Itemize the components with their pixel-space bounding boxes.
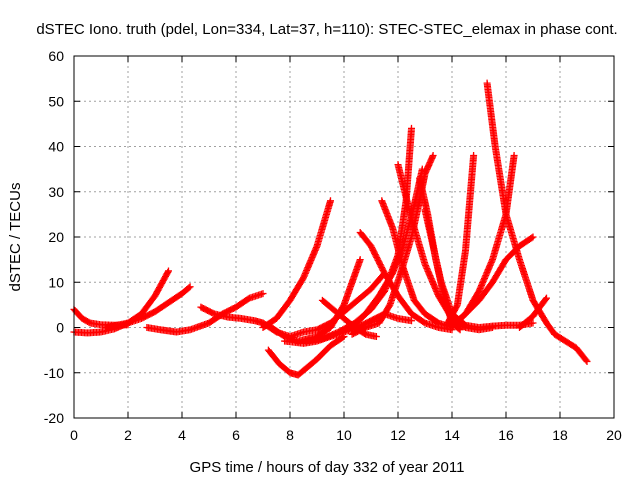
plus-marker: [456, 326, 464, 334]
y-tick-label: 30: [48, 184, 64, 200]
plus-marker: [356, 256, 364, 264]
satellite-arc: [259, 197, 334, 331]
y-tick-label: 40: [48, 139, 64, 155]
x-tick-label: 18: [552, 427, 568, 443]
x-tick-label: 20: [606, 427, 622, 443]
data-markers: [70, 79, 591, 379]
chart-title: dSTEC Iono. truth (pdel, Lon=334, Lat=37…: [36, 21, 617, 38]
plus-marker: [186, 283, 194, 291]
plus-marker: [542, 295, 550, 303]
plus-marker: [543, 294, 550, 302]
satellite-arc: [443, 152, 478, 329]
plus-marker: [470, 152, 478, 160]
x-tick-label: 8: [286, 427, 294, 443]
x-tick-label: 4: [178, 427, 186, 443]
plus-marker: [429, 152, 437, 160]
x-tick-label: 0: [70, 427, 78, 443]
satellite-arc: [516, 294, 550, 331]
y-tick-label: 10: [48, 274, 64, 290]
y-tick-label: 20: [48, 229, 64, 245]
plus-marker: [510, 152, 518, 160]
satellite-arc: [318, 296, 380, 341]
satellite-arc: [448, 152, 518, 331]
x-tick-label: 10: [336, 427, 352, 443]
satellite-arc: [143, 290, 267, 336]
y-tick-label: 60: [48, 48, 64, 64]
y-tick-label: 50: [48, 93, 64, 109]
plus-marker: [455, 325, 463, 333]
plus-marker: [259, 290, 267, 298]
satellite-arc: [348, 152, 437, 338]
plus-marker: [582, 356, 590, 364]
plus-marker: [408, 317, 415, 325]
satellite-arc: [197, 303, 267, 327]
y-tick-label: -20: [44, 410, 64, 426]
plus-marker: [408, 124, 415, 132]
plus-marker: [529, 233, 537, 241]
satellite-arc: [264, 333, 348, 379]
plus-marker: [528, 234, 536, 242]
satellite-arc: [421, 206, 537, 331]
axis-ticks: 0 2 4 6 8 10 12 14 16 18 20 -20 -10 0 10 20 30 40 50 60: [44, 48, 622, 443]
satellite-arc: [483, 79, 591, 365]
plus-marker: [185, 284, 193, 292]
satellite-arc: [448, 233, 537, 329]
x-tick-label: 6: [232, 427, 240, 443]
plus-marker: [327, 197, 334, 205]
plus-marker: [165, 267, 172, 275]
x-tick-label: 14: [444, 427, 460, 443]
x-tick-label: 2: [124, 427, 132, 443]
x-tick-label: 12: [390, 427, 406, 443]
plus-marker: [164, 268, 172, 276]
y-tick-label: 0: [56, 320, 64, 336]
y-tick-label: -10: [44, 365, 64, 381]
plus-marker: [529, 319, 537, 327]
y-axis-title: dSTEC / TECUs: [7, 183, 24, 292]
plus-marker: [372, 333, 380, 341]
x-axis-title: GPS time / hours of day 332 of year 2011: [190, 459, 465, 476]
x-tick-label: 16: [498, 427, 514, 443]
plus-marker: [583, 357, 591, 365]
satellite-arc: [102, 283, 194, 331]
satellite-arc: [356, 228, 456, 334]
